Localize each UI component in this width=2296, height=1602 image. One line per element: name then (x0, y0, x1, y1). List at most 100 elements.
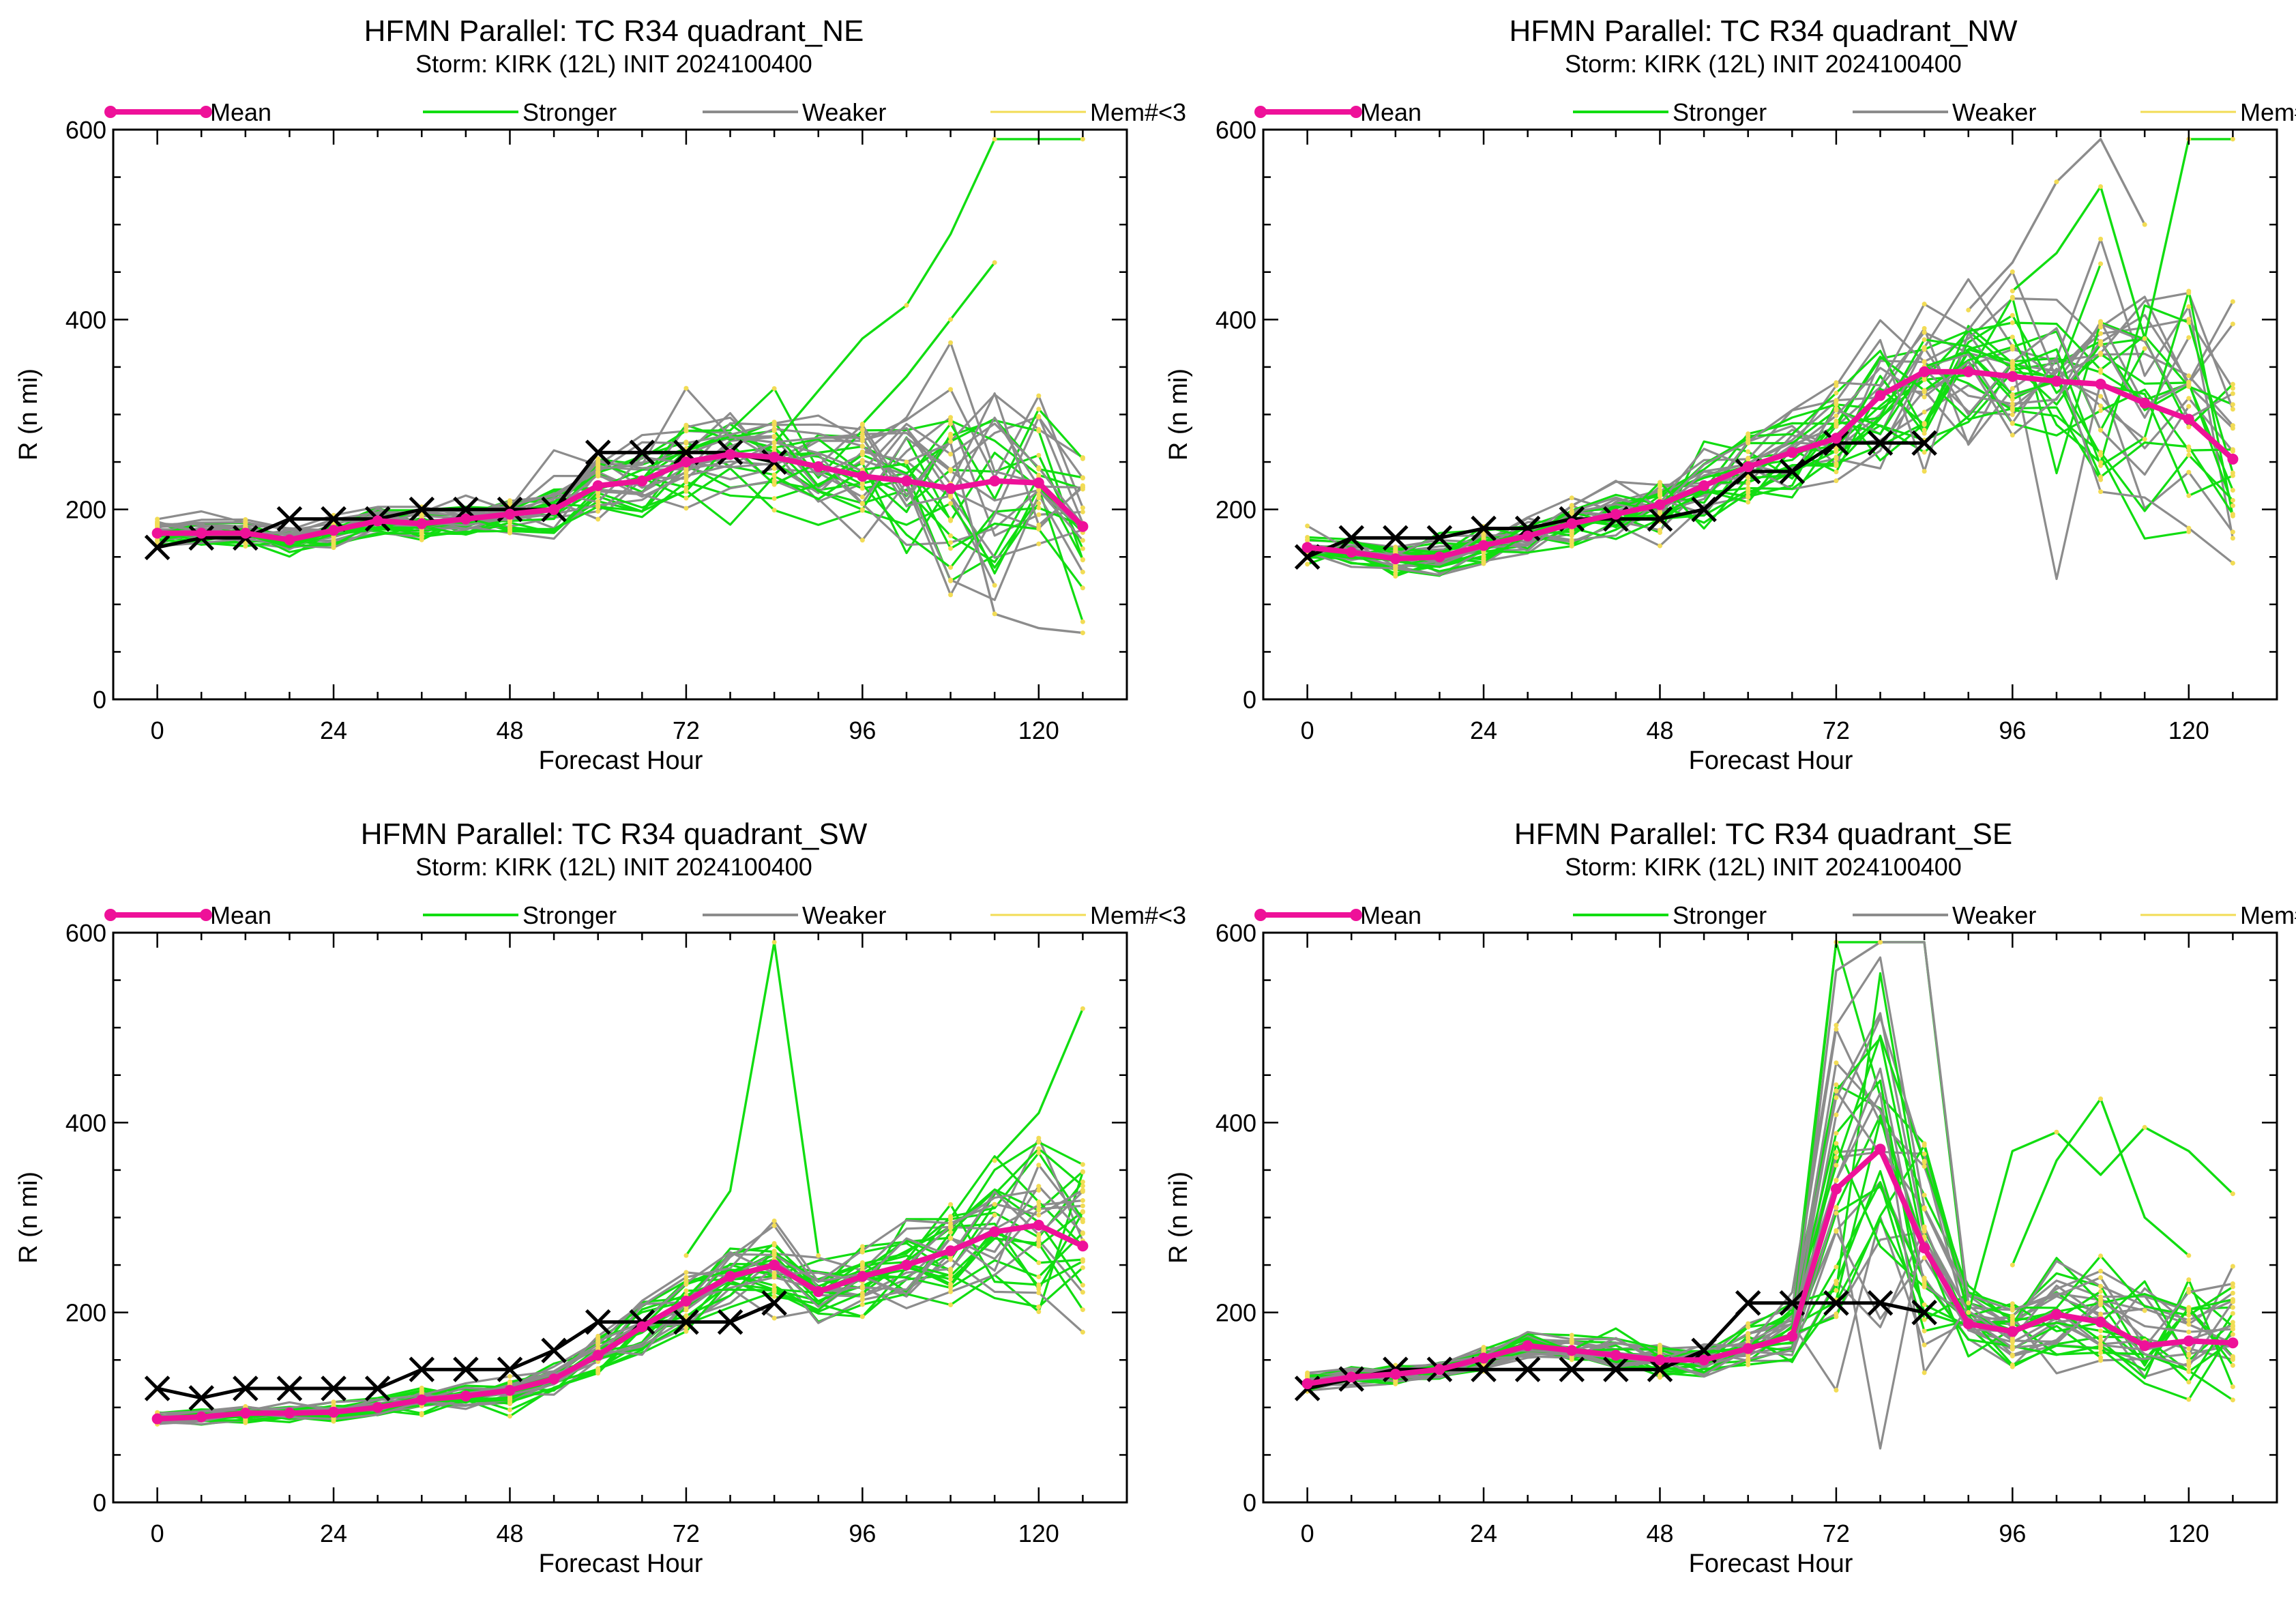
member-point (1569, 533, 1574, 538)
member-point (2010, 312, 2015, 318)
y-tick-label: 200 (1216, 496, 1256, 524)
member-point (1080, 456, 1085, 461)
member-point (1305, 1370, 1310, 1375)
best-track-marker (1823, 1290, 1849, 1316)
mean-point (769, 1259, 780, 1271)
member-point (1922, 388, 1927, 393)
member-point (2230, 1290, 2235, 1296)
best-track-marker (409, 1356, 435, 1382)
member-point (1746, 1356, 1751, 1362)
y-tick-label: 400 (1216, 1109, 1256, 1137)
member-point (1834, 454, 1839, 460)
member-point (243, 1417, 248, 1423)
legend: Mean Stronger Weaker Mem#<3 (104, 901, 1186, 929)
best-track-marker (1603, 1356, 1629, 1382)
member-point (1080, 1189, 1085, 1194)
x-tick-label: 48 (496, 716, 523, 744)
member-line-weaker (1307, 323, 2234, 563)
y-tick-label: 400 (1216, 306, 1256, 334)
member-point (1922, 337, 1927, 343)
best-track-marker (1779, 458, 1806, 484)
member-point (2010, 412, 2015, 418)
member-point (992, 260, 997, 265)
member-point (992, 583, 997, 588)
member-point (683, 441, 689, 446)
best-track-marker (144, 534, 171, 561)
member-point (2186, 444, 2192, 450)
member-point (2098, 1342, 2104, 1348)
member-point (1036, 1188, 1042, 1193)
chart-panel-2: HFMN Parallel: TC R34 quadrant_NWStorm: … (1164, 14, 2296, 775)
member-point (2186, 380, 2192, 385)
member-point (1036, 1304, 1042, 1309)
member-point (1966, 1300, 1971, 1306)
member-point (2230, 1191, 2235, 1197)
member-point (1834, 1281, 1839, 1287)
member-point (1922, 1224, 1927, 1229)
plot-area (144, 136, 1089, 636)
member-point (595, 494, 601, 499)
x-tick-label: 120 (1018, 716, 1059, 744)
member-line-stronger (1307, 321, 2234, 557)
member-point (2010, 1345, 2015, 1350)
mean-point (1389, 553, 1401, 565)
mean-point (328, 1406, 340, 1418)
member-point (2142, 336, 2147, 341)
member-point (771, 474, 777, 479)
member-point (1834, 1141, 1839, 1146)
x-tick-label: 120 (2168, 716, 2209, 744)
member-point (1922, 1164, 1927, 1169)
best-track-marker (541, 1337, 567, 1364)
member-point (771, 1248, 777, 1253)
member-point (595, 1333, 601, 1339)
member-point (1036, 541, 1042, 547)
member-point (683, 1270, 689, 1275)
member-point (595, 459, 601, 465)
member-point (2230, 1326, 2235, 1332)
mean-point (504, 1384, 516, 1396)
legend-label-mean: Mean (210, 98, 271, 126)
member-point (1393, 571, 1398, 577)
member-point (1834, 1204, 1839, 1210)
member-point (1036, 1199, 1042, 1205)
mean-point (636, 475, 648, 486)
member-point (2010, 1262, 2015, 1268)
member-point (2098, 319, 2104, 324)
member-point (2098, 1268, 2104, 1274)
member-point (2186, 1380, 2192, 1385)
chart-title: HFMN Parallel: TC R34 quadrant_SW (361, 817, 868, 851)
member-point (816, 1253, 821, 1258)
member-point (948, 1289, 954, 1294)
member-line-stronger (685, 941, 820, 1257)
x-tick-label: 24 (1470, 716, 1497, 744)
x-tick-label: 96 (849, 1519, 876, 1547)
mean-point (724, 448, 736, 460)
mean-point (1962, 1318, 1974, 1330)
member-point (992, 1212, 997, 1218)
member-line-stronger (2011, 1097, 2190, 1266)
mean-point (151, 1413, 163, 1425)
x-tick-label: 48 (1646, 716, 1673, 744)
member-point (1036, 1274, 1042, 1279)
mean-point (239, 527, 251, 539)
member-point (992, 1158, 997, 1163)
member-point (771, 482, 777, 487)
member-point (1569, 1337, 1574, 1342)
y-tick-label: 0 (1243, 1489, 1256, 1517)
y-axis-label: R (n mi) (14, 1171, 43, 1264)
member-point (2230, 1264, 2235, 1269)
member-point (1080, 1283, 1085, 1288)
member-point (1036, 452, 1042, 458)
member-line-stronger (1307, 1034, 2234, 1378)
member-point (2230, 407, 2235, 412)
member-point (948, 1229, 954, 1235)
member-point (2186, 396, 2192, 401)
member-point (2142, 346, 2147, 351)
member-point (948, 1283, 954, 1288)
y-tick-label: 0 (93, 686, 106, 714)
member-point (1080, 1209, 1085, 1214)
member-point (948, 452, 954, 457)
member-point (2186, 1363, 2192, 1369)
mean-point (416, 518, 428, 529)
member-point (771, 1240, 777, 1246)
